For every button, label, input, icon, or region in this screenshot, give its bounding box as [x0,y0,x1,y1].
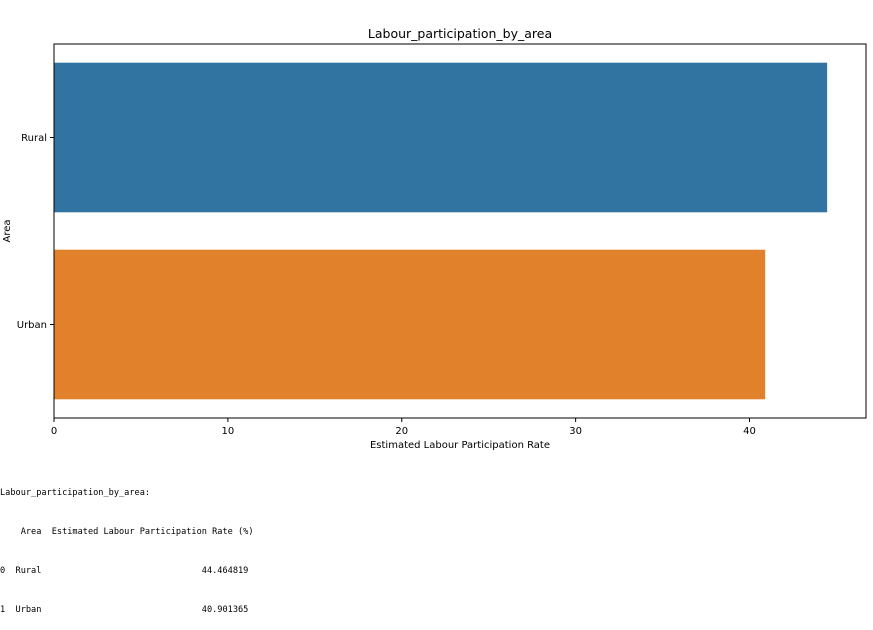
plot-frame [53,43,867,419]
console-row: 1 Urban 40.901365 [0,605,249,615]
chart-figure: Labour_participation_by_area 0 10 20 30 40 R… [2,26,867,451]
console-row: 0 Rural 44.464819 [0,566,249,576]
bar-rural [54,62,828,213]
y-tick-label: Rural [21,133,47,144]
x-axis-label: Estimated Labour Participation Rate [370,440,550,451]
x-axis-ticks: 0 10 20 30 40 [51,418,756,437]
x-tick-label: 30 [569,426,582,437]
y-axis-ticks: Rural Urban [17,133,54,331]
bars-layer [54,62,828,400]
y-axis-label: Area [2,219,13,242]
x-tick-label: 10 [222,426,235,437]
y-tick-label: Urban [17,320,47,331]
chart-title: Labour_participation_by_area [368,26,552,41]
x-tick-label: 20 [395,426,408,437]
console-header-row: Area Estimated Labour Participation Rate… [0,527,254,537]
x-tick-label: 0 [51,426,57,437]
console-output: Labour_participation_by_area: Area Estim… [0,461,873,630]
bar-urban [54,249,766,400]
x-tick-label: 40 [743,426,756,437]
console-heading: Labour_participation_by_area: [0,488,151,498]
